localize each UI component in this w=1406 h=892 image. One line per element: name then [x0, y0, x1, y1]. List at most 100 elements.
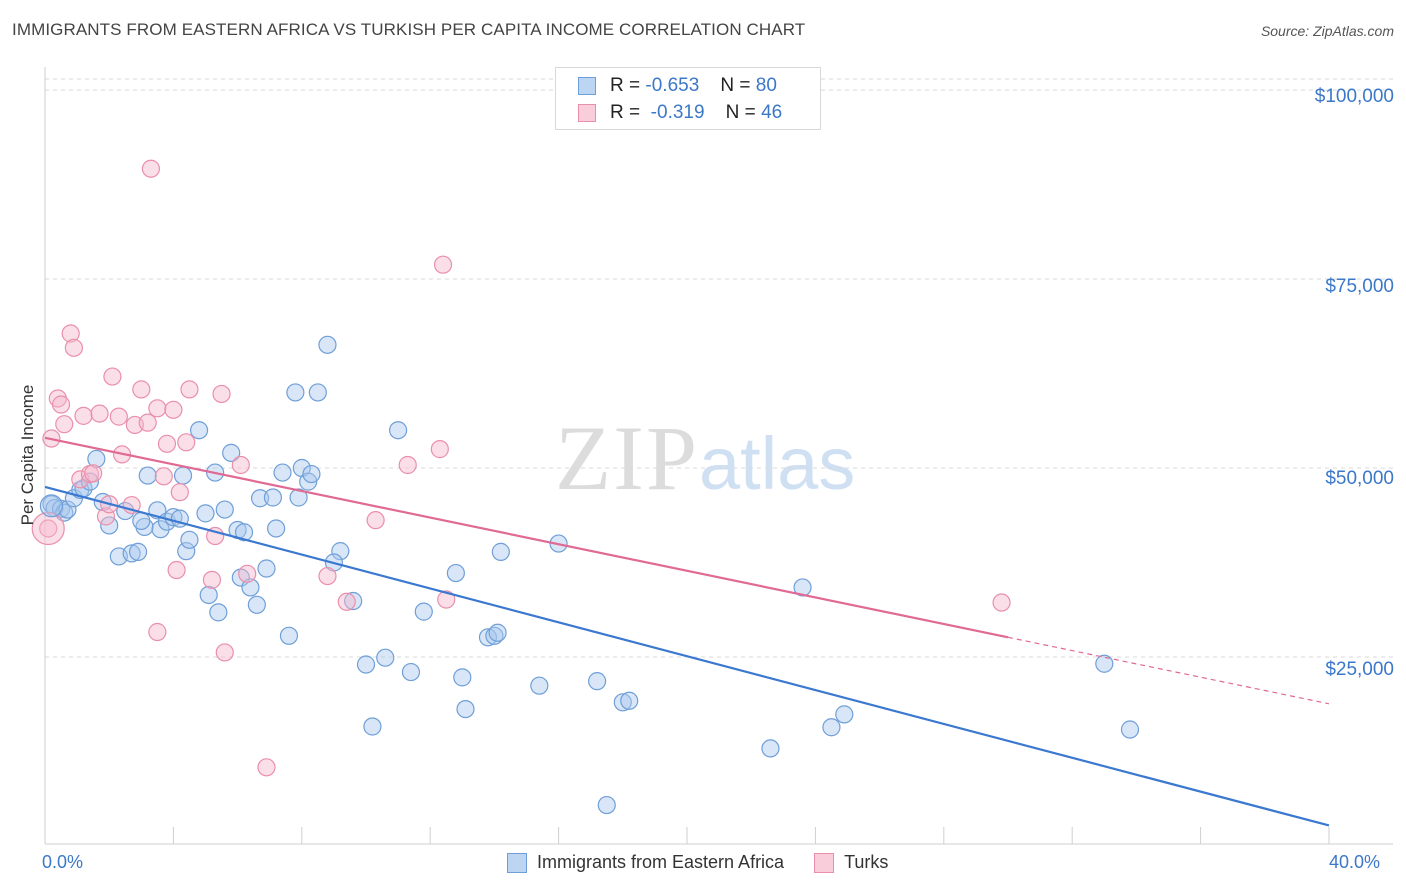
point-eastern-africa: [822, 718, 841, 737]
n-value: 80: [755, 75, 777, 96]
point-eastern-africa: [389, 421, 408, 440]
point-eastern-africa: [122, 544, 141, 563]
point-eastern-africa: [597, 795, 616, 815]
point-eastern-africa: [250, 489, 270, 508]
point-turks: [157, 434, 177, 453]
point-turks: [318, 566, 337, 586]
point-eastern-africa: [199, 585, 218, 605]
point-eastern-africa: [128, 542, 148, 561]
legend-row-eastern-africa: R = -0.653 N = 80: [578, 73, 777, 99]
y-tick-label-75000: $75,000: [1325, 276, 1394, 297]
trend-line-eastern-africa: [44, 485, 1330, 827]
point-eastern-africa: [456, 699, 475, 719]
point-turks: [51, 395, 71, 414]
point-eastern-africa: [414, 602, 433, 621]
point-eastern-africa: [196, 504, 215, 523]
point-turks: [84, 464, 103, 483]
point-turks: [992, 593, 1011, 612]
point-eastern-africa: [279, 626, 299, 645]
point-turks: [148, 399, 167, 418]
point-eastern-africa: [620, 691, 639, 710]
point-eastern-africa: [363, 717, 382, 736]
point-turks: [430, 440, 449, 459]
point-eastern-africa: [177, 542, 196, 561]
point-eastern-africa: [222, 443, 241, 462]
point-eastern-africa: [446, 563, 465, 583]
point-eastern-africa: [289, 488, 308, 507]
x-tick-label-min: 0.0%: [42, 852, 84, 872]
point-turks: [366, 511, 385, 530]
r-label: R =: [610, 75, 641, 96]
point-eastern-africa: [247, 595, 266, 614]
point-turks: [132, 380, 151, 399]
y-tick-label-25000: $25,000: [1325, 659, 1394, 680]
point-eastern-africa: [87, 449, 106, 469]
point-turks: [64, 338, 83, 357]
point-eastern-africa: [308, 383, 327, 402]
point-turks: [231, 455, 250, 475]
point-turks: [141, 159, 161, 178]
point-eastern-africa: [273, 463, 292, 482]
legend-label: Immigrants from Eastern Africa: [537, 852, 785, 872]
point-turks: [61, 324, 80, 343]
point-eastern-africa: [344, 591, 363, 611]
point-eastern-africa: [1120, 720, 1140, 739]
correlation-legend: R = -0.653 N = 80 R = -0.319 N = 46: [555, 67, 821, 130]
point-turks: [90, 404, 109, 423]
legend-label: Turks: [844, 852, 889, 872]
point-eastern-africa: [491, 542, 510, 561]
n-label: N =: [720, 75, 751, 96]
point-eastern-africa: [151, 520, 170, 539]
legend-row-turks: R = -0.319 N = 46: [578, 100, 782, 126]
point-eastern-africa: [613, 693, 632, 712]
point-eastern-africa: [318, 335, 337, 354]
n-label: N =: [725, 102, 756, 123]
y-tick-label-50000: $50,000: [1325, 468, 1394, 489]
point-eastern-africa: [761, 739, 780, 758]
point-eastern-africa: [835, 705, 854, 724]
series-legend: Immigrants from Eastern Africa Turks: [507, 852, 918, 873]
x-tick-label-max: 40.0%: [1329, 852, 1381, 872]
chart-title: IMMIGRANTS FROM EASTERN AFRICA VS TURKIS…: [12, 20, 806, 39]
r-label: R =: [610, 102, 641, 123]
point-turks: [31, 511, 65, 546]
pink-swatch-icon: [578, 104, 596, 122]
point-turks: [215, 643, 234, 662]
blue-swatch-icon: [578, 77, 596, 95]
pink-swatch-icon: [814, 852, 835, 873]
point-turks: [433, 255, 453, 274]
watermark-atlas: atlas: [699, 422, 856, 505]
point-turks: [167, 560, 186, 580]
legend-item-eastern-africa[interactable]: Immigrants from Eastern Africa: [507, 852, 784, 873]
point-eastern-africa: [356, 655, 376, 674]
point-eastern-africa: [302, 464, 321, 484]
point-eastern-africa: [376, 648, 395, 667]
point-turks: [74, 406, 93, 425]
point-turks: [55, 415, 74, 434]
point-turks: [437, 590, 456, 609]
point-eastern-africa: [588, 672, 607, 691]
point-eastern-africa: [267, 519, 286, 538]
point-turks: [398, 455, 417, 475]
point-turks: [180, 380, 199, 399]
point-eastern-africa: [58, 500, 77, 519]
point-eastern-africa: [478, 628, 498, 647]
point-eastern-africa: [209, 603, 228, 622]
point-turks: [148, 622, 167, 642]
legend-item-turks[interactable]: Turks: [814, 852, 888, 873]
point-turks: [177, 433, 196, 452]
watermark: ZIPatlas: [555, 405, 855, 511]
point-eastern-africa: [286, 383, 305, 402]
watermark-zip: ZIP: [555, 407, 699, 509]
point-eastern-africa: [241, 578, 260, 597]
point-eastern-africa: [189, 421, 209, 440]
point-eastern-africa: [39, 494, 64, 518]
blue-swatch-icon: [507, 852, 527, 873]
point-turks: [337, 592, 356, 611]
point-eastern-africa: [234, 523, 254, 542]
point-eastern-africa: [215, 500, 234, 519]
point-turks: [138, 413, 157, 432]
point-turks: [103, 367, 122, 386]
point-eastern-africa: [138, 466, 157, 485]
n-value: 46: [761, 102, 783, 123]
